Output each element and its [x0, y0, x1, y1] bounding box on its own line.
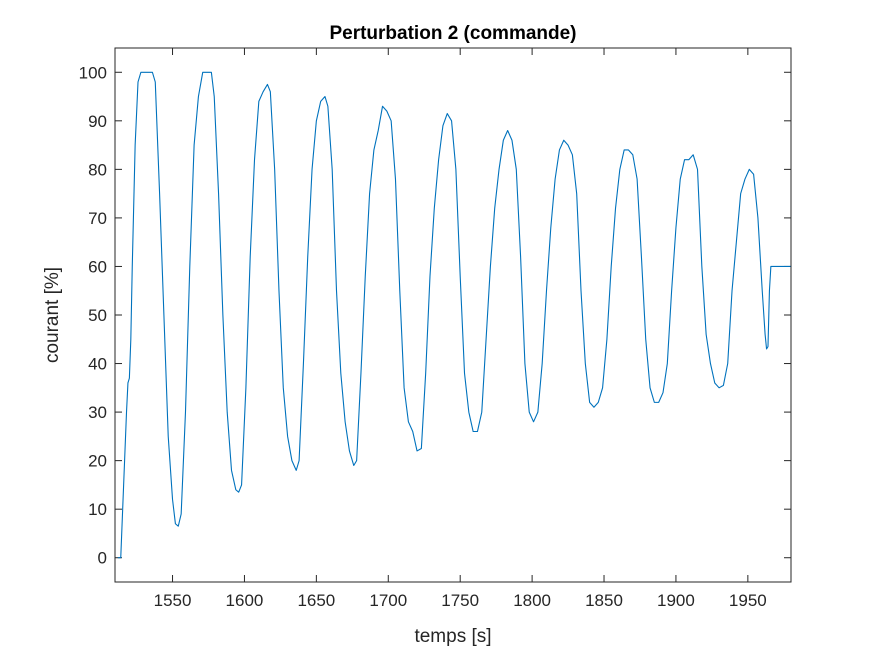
- y-axis-label: courant [%]: [42, 267, 63, 363]
- y-tick-label: 70: [88, 209, 107, 228]
- y-tick-label: 30: [88, 403, 107, 422]
- y-tick-label: 10: [88, 500, 107, 519]
- series-line: [117, 71, 791, 559]
- y-tick-label: 80: [88, 160, 107, 179]
- y-tick-label: 60: [88, 257, 107, 276]
- x-tick-label: 1750: [441, 591, 479, 610]
- y-tick-label: 90: [88, 112, 107, 131]
- y-tick-label: 20: [88, 452, 107, 471]
- x-tick-label: 1650: [297, 591, 335, 610]
- x-axis: 1550 1600 1650 1700 1750 1800 1850 1900 1950: [154, 48, 767, 610]
- chart-title: Perturbation 2 (commande): [329, 23, 576, 44]
- plot-area: [115, 48, 791, 582]
- x-tick-label: 1900: [657, 591, 695, 610]
- plot-frame: [114, 47, 792, 583]
- y-tick-label: 40: [88, 355, 107, 374]
- x-axis-label: temps [s]: [414, 626, 491, 647]
- x-tick-label: 1550: [154, 591, 192, 610]
- y-tick-label: 0: [98, 549, 107, 568]
- x-tick-label: 1950: [729, 591, 767, 610]
- y-axis: 0 10 20 30 40 50 60 70 80 90 100: [79, 63, 791, 568]
- x-tick-label: 1800: [513, 591, 551, 610]
- x-tick-label: 1700: [369, 591, 407, 610]
- x-tick-label: 1600: [226, 591, 264, 610]
- y-tick-label: 100: [79, 63, 107, 82]
- y-tick-label: 50: [88, 306, 107, 325]
- x-tick-label: 1850: [585, 591, 623, 610]
